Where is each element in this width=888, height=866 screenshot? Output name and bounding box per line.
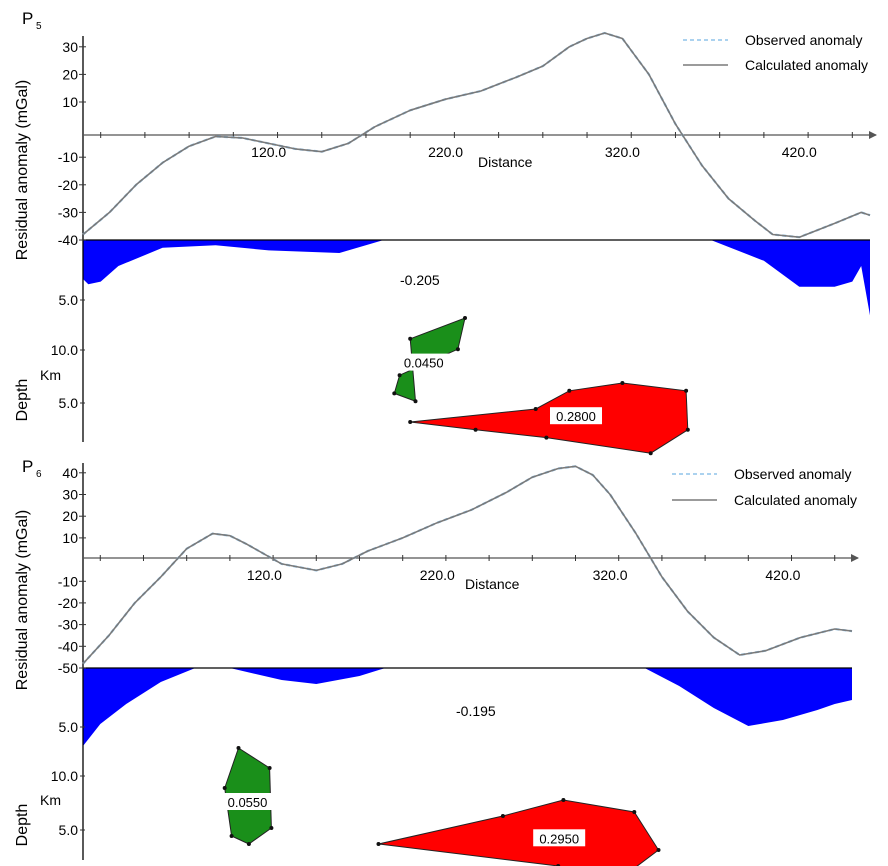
source-body-vertex (544, 435, 549, 440)
source-body-vertex (685, 427, 690, 432)
source-body-vertex (463, 316, 467, 320)
basement-body (83, 668, 852, 746)
y-tick-label: 20 (62, 508, 78, 524)
y-tick-label: 30 (62, 487, 78, 503)
panel-label-subscript: 5 (36, 21, 42, 32)
source-body-vertex (408, 336, 413, 341)
x-tick-label: 220.0 (420, 567, 455, 583)
source-body-vertex (632, 810, 637, 814)
y-tick-label: -30 (58, 617, 78, 633)
source-body-density-label: 0.0450 (404, 356, 444, 371)
depth-tick-label: 5.0 (59, 292, 79, 308)
y-axis-label: Residual anomaly (mGal) (14, 80, 31, 261)
x-tick-label: 420.0 (782, 144, 817, 160)
source-body-density-label: 0.2800 (556, 409, 596, 424)
source-body-vertex (648, 451, 653, 456)
y-tick-label: -40 (58, 638, 78, 654)
source-body-vertex (500, 814, 505, 818)
source-body-1 (378, 799, 660, 866)
source-body-vertex (246, 842, 251, 846)
x-axis-label: Distance (465, 576, 520, 592)
source-body-vertex (229, 834, 234, 838)
y-tick-label: -50 (58, 660, 78, 676)
depth-tick-label: 5.0 (59, 395, 79, 411)
y-tick-label: 30 (62, 39, 78, 55)
source-body-label-bg (550, 407, 602, 425)
legend-entry-label: Calculated anomaly (745, 57, 868, 73)
profile-panel-5: P 5 -0.205 0.0450 0.2800 120.0 220.0 320.0 420.0… (14, 9, 877, 456)
source-body-vertex (455, 347, 460, 352)
source-body-density-label: 0.2950 (539, 831, 579, 846)
x-axis-label: Distance (478, 154, 533, 170)
source-body-density-label: 0.0550 (228, 795, 268, 810)
source-body-vertex (684, 388, 689, 393)
legend-entry-label: Observed anomaly (745, 32, 863, 48)
y-tick-label: 10 (62, 94, 78, 110)
y-tick-label: -10 (58, 149, 78, 165)
source-body-vertex (376, 842, 381, 846)
y-tick-label: -40 (58, 232, 78, 248)
source-body-vertex (473, 427, 478, 432)
source-body-vertex (533, 407, 538, 411)
profile-panel-6: P 6 -0.195 0.0550 0.2950 120.0 220.0 320.0 420.0… (14, 457, 859, 866)
source-body-vertex (656, 848, 661, 852)
x-tick-label: 320.0 (605, 144, 640, 160)
x-tick-label: 220.0 (428, 144, 463, 160)
source-body-1 (410, 382, 689, 454)
panel-label: P (22, 9, 33, 28)
source-body-vertex (222, 786, 227, 790)
legend-entry-label: Observed anomaly (734, 466, 852, 482)
source-body-vertex (397, 373, 402, 378)
series-line-calculated (82, 32, 871, 238)
series-line-calculated (82, 465, 853, 665)
x-tick-label: 420.0 (765, 567, 800, 583)
y-tick-label: -10 (58, 573, 78, 589)
source-body-vertex (267, 766, 272, 770)
y-tick-label: 10 (62, 530, 78, 546)
y-axis-label: Residual anomaly (mGal) (14, 510, 31, 691)
source-body-vertex (392, 391, 397, 396)
source-body-vertex (567, 388, 572, 393)
legend-entry-label: Calculated anomaly (734, 492, 857, 508)
source-body-vertex (408, 420, 413, 424)
source-body-label-bg (533, 829, 586, 847)
source-body-vertex (236, 746, 241, 750)
basement-density-label: -0.205 (400, 272, 440, 288)
y-tick-label: -30 (58, 204, 78, 220)
depth-tick-label: 5.0 (59, 719, 79, 735)
depth-unit-label: Km (40, 792, 61, 808)
y-tick-label: -20 (58, 177, 78, 193)
x-tick-label: 120.0 (251, 144, 286, 160)
x-tick-label: 120.0 (247, 567, 282, 583)
source-body-vertex (620, 381, 625, 385)
source-body-vertex (269, 826, 274, 830)
panel-label-subscript: 6 (36, 469, 42, 480)
y-tick-label: 20 (62, 66, 78, 82)
y-tick-label: 40 (62, 465, 78, 481)
depth-tick-label: 10.0 (51, 768, 78, 784)
depth-axis-label: Depth (14, 379, 31, 422)
depth-axis-label: Depth (14, 804, 31, 847)
y-tick-label: -20 (58, 595, 78, 611)
basement-density-label: -0.195 (456, 703, 496, 719)
source-body-vertex (413, 399, 418, 404)
basement-body (83, 240, 870, 316)
source-body-vertex (561, 798, 566, 802)
source-body-label-bg (397, 353, 450, 371)
x-tick-label: 320.0 (593, 567, 628, 583)
depth-tick-label: 5.0 (59, 822, 79, 838)
depth-tick-label: 10.0 (51, 342, 78, 358)
panel-label: P (22, 457, 33, 476)
depth-unit-label: Km (40, 367, 61, 383)
source-body-label-bg (221, 793, 274, 810)
